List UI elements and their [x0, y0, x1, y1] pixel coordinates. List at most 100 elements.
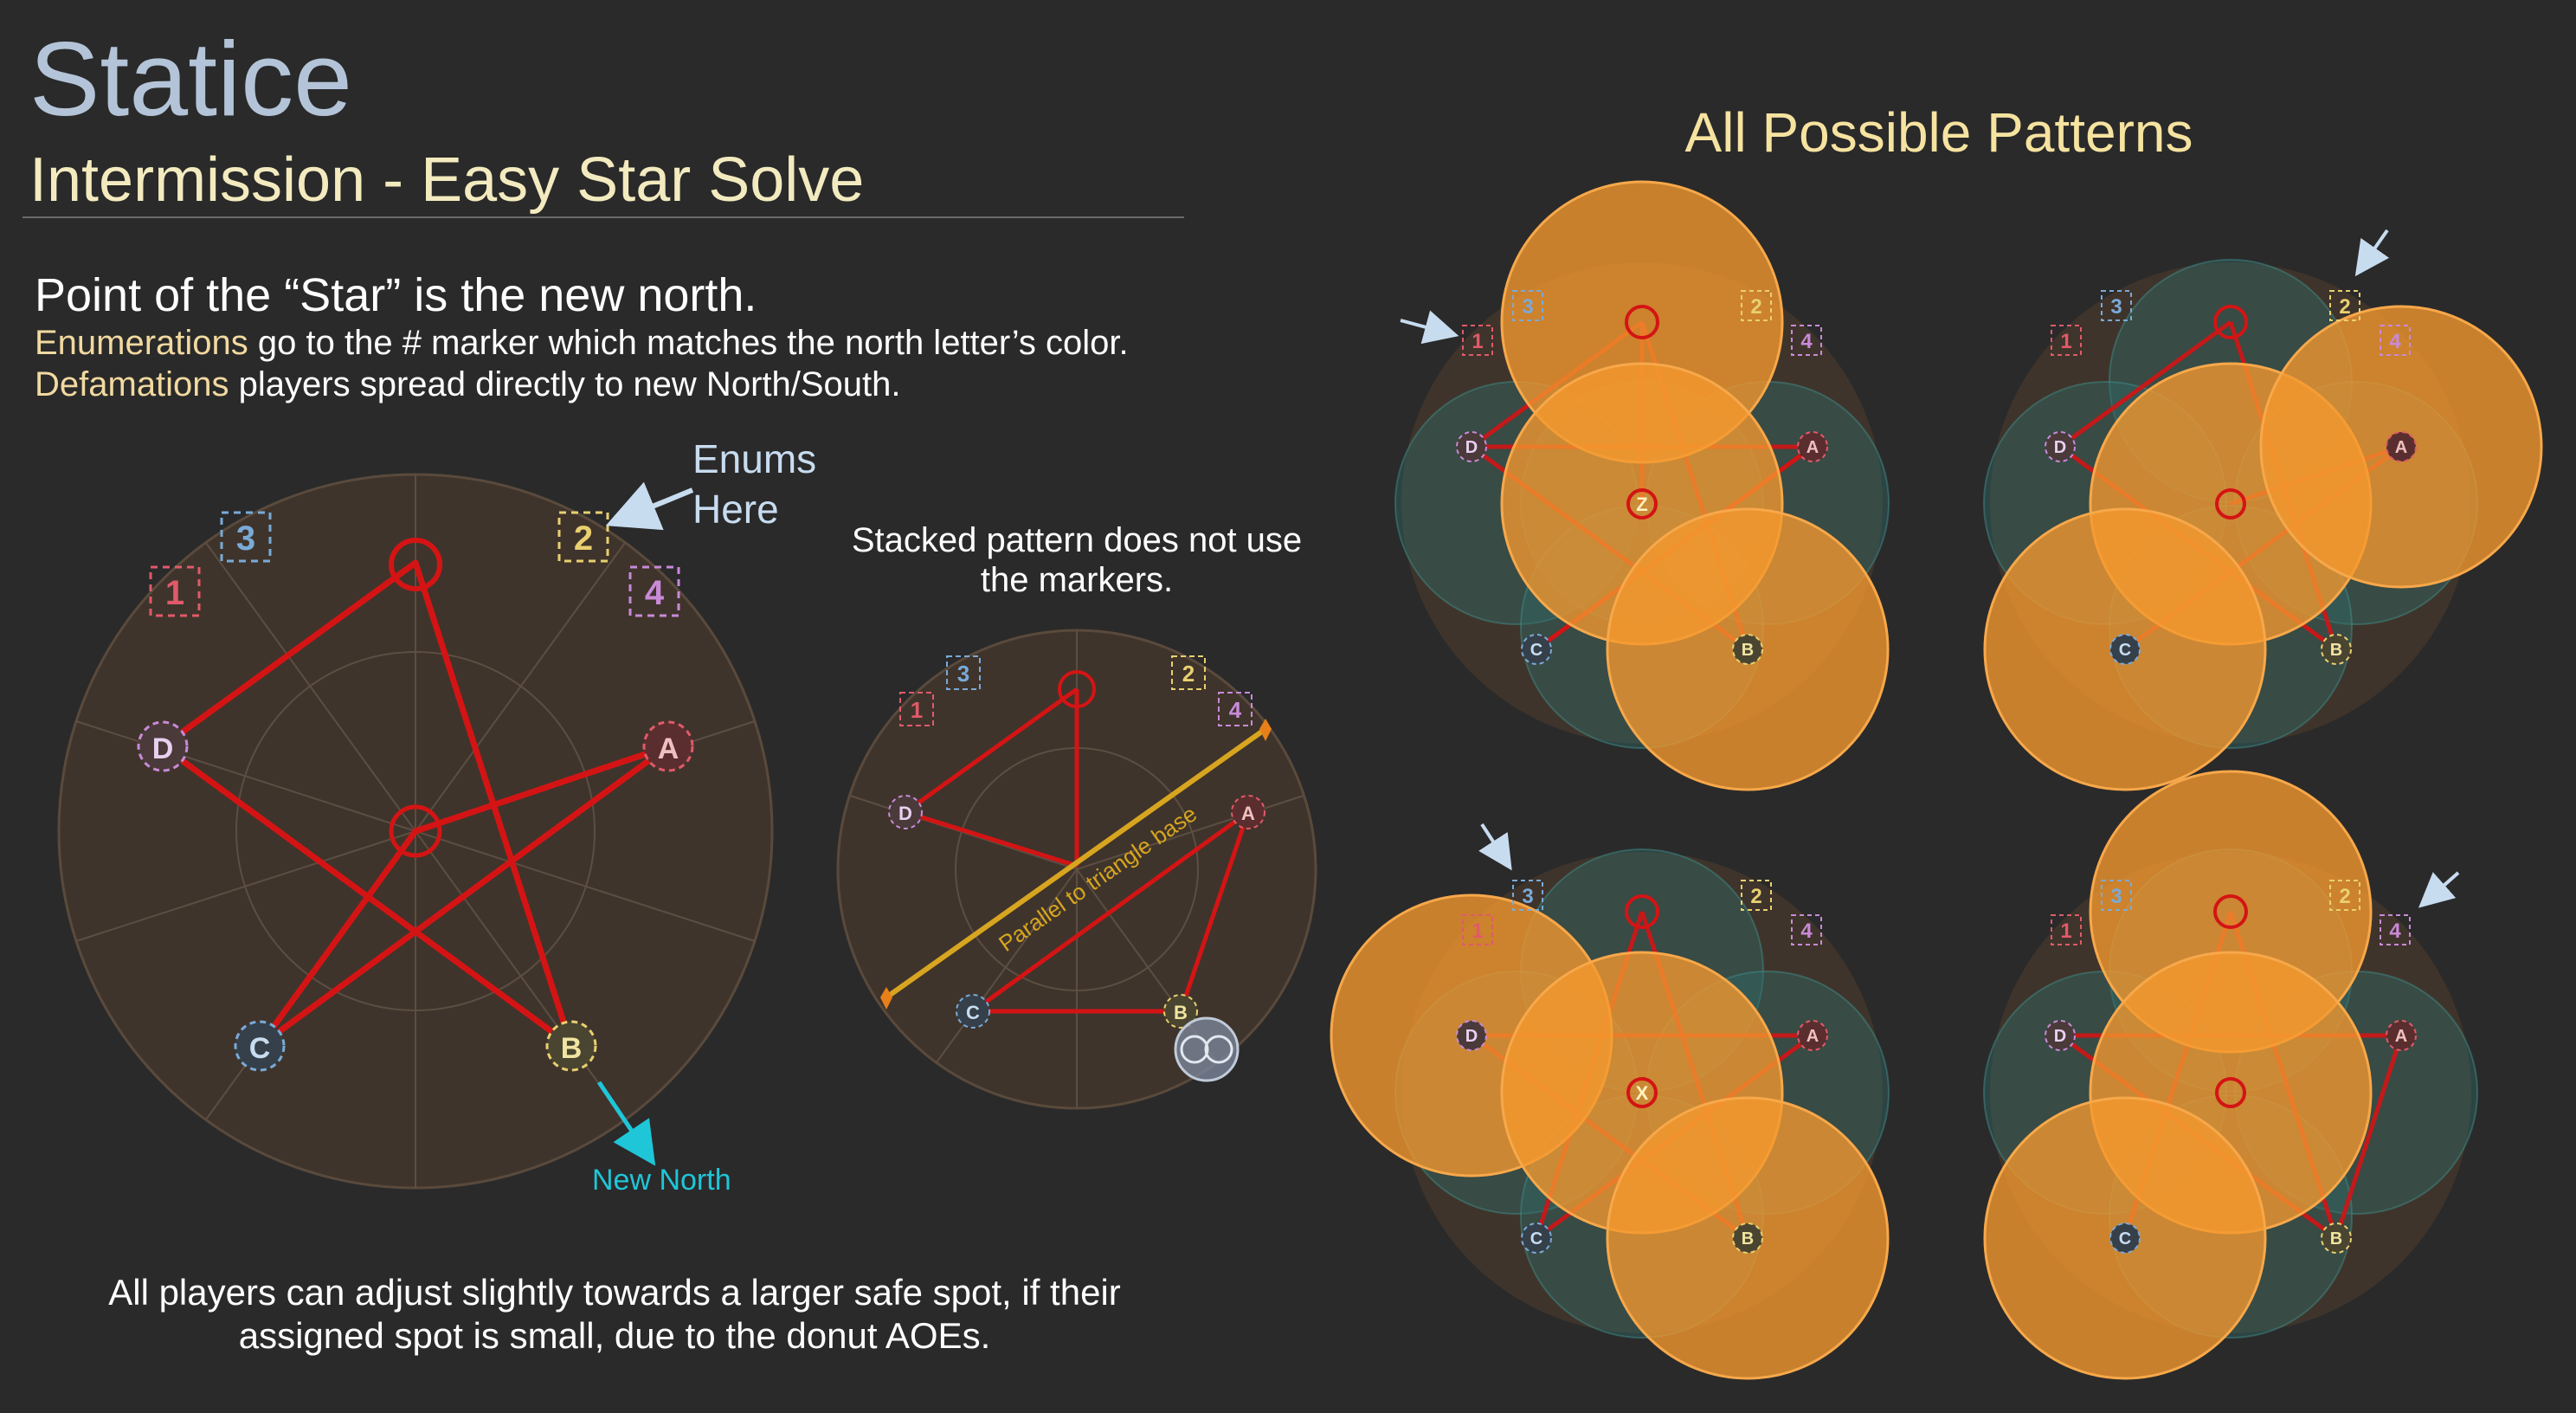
marker-c: C: [234, 1020, 286, 1072]
defamation-text: players spread directly to new North/Sou…: [229, 365, 901, 403]
main-arena: 1 3 2 4 D A C B: [57, 436, 816, 1197]
pattern-3: X 1 3 2 4 D A C B: [1330, 823, 1890, 1380]
patterns-title: All Possible Patterns: [1684, 101, 2193, 164]
stack-players-icon: [1174, 1016, 1240, 1082]
svg-text:D: D: [1465, 1027, 1478, 1046]
svg-text:4: 4: [1229, 697, 1242, 723]
svg-text:2: 2: [1182, 661, 1195, 687]
pattern-1: Z 1 3 2 4 D A C B: [1394, 180, 1890, 791]
stacked-caption-line-1: Stacked pattern does not use: [852, 521, 1302, 559]
stacked-marker-b: B: [1163, 994, 1198, 1029]
headline: Point of the “Star” is the new north.: [35, 269, 757, 321]
title-divider: [23, 216, 1184, 218]
star-pattern: [159, 559, 672, 1049]
svg-text:3: 3: [1522, 885, 1533, 908]
new-north-arrow: [596, 1081, 656, 1166]
svg-text:3: 3: [2110, 295, 2122, 319]
svg-text:D: D: [2054, 1027, 2066, 1046]
stacked-caption-line-2: the markers.: [981, 561, 1173, 599]
north-waymark-ring: [389, 538, 442, 591]
svg-text:B: B: [1742, 1229, 1754, 1248]
enums-arrow: [605, 481, 694, 531]
svg-text:3: 3: [957, 661, 969, 687]
svg-text:B: B: [2330, 641, 2342, 660]
footer-note: All players can adjust slightly towards …: [52, 1271, 1177, 1358]
svg-text:4: 4: [2389, 919, 2401, 943]
svg-text:A: A: [1806, 1027, 1819, 1046]
stacked-marker-d: D: [888, 795, 923, 829]
stacked-pattern: [904, 687, 1251, 1014]
svg-text:1: 1: [2060, 330, 2071, 353]
enumeration-text: go to the # marker which matches the nor…: [248, 324, 1129, 362]
svg-text:C: C: [1530, 641, 1542, 660]
parallel-line: [885, 726, 1267, 1000]
svg-text:2: 2: [1750, 295, 1761, 319]
svg-text:1: 1: [1472, 330, 1483, 353]
stacked-arena: Stacked pattern does not use the markers…: [836, 521, 1317, 1110]
page-title: Statice: [29, 20, 352, 138]
svg-text:3: 3: [2110, 885, 2122, 908]
svg-text:2: 2: [2339, 885, 2350, 908]
marker-2: 2: [557, 511, 609, 563]
stacked-marker-3: 3: [946, 655, 981, 690]
enums-label-line-1: Enums: [692, 436, 816, 481]
pattern-2: 1 3 2 4 D A C B: [1983, 229, 2543, 791]
pattern-4: 1 3 2 4 D A C B: [1983, 770, 2478, 1380]
marker-3-label: 3: [236, 519, 255, 558]
marker-b-label: B: [561, 1032, 583, 1065]
svg-text:A: A: [2395, 1027, 2407, 1046]
footer-line-2: assigned spot is small, due to the donut…: [238, 1315, 991, 1357]
marker-1: 1: [149, 565, 201, 617]
svg-text:B: B: [1742, 641, 1754, 660]
marker-4: 4: [628, 565, 680, 617]
center-ring: [389, 804, 442, 858]
new-north-label: New North: [592, 1164, 731, 1197]
svg-text:A: A: [1241, 803, 1255, 824]
marker-a-label: A: [658, 732, 679, 765]
svg-text:B: B: [2330, 1229, 2342, 1248]
svg-text:C: C: [966, 1002, 980, 1023]
svg-text:A: A: [2395, 438, 2407, 457]
marker-c-label: C: [249, 1032, 271, 1065]
defamation-term: Defamations: [35, 365, 229, 403]
svg-text:1: 1: [911, 697, 923, 723]
svg-text:C: C: [2119, 1229, 2131, 1248]
svg-text:4: 4: [1800, 330, 1813, 353]
pattern-3-center-letter: X: [1636, 1082, 1649, 1104]
marker-1-label: 1: [165, 574, 184, 612]
svg-text:1: 1: [2060, 919, 2071, 943]
svg-text:C: C: [1530, 1229, 1542, 1248]
svg-text:A: A: [1806, 438, 1819, 457]
svg-text:D: D: [2054, 438, 2066, 457]
defamation-instruction: Defamations players spread directly to n…: [35, 364, 901, 405]
enumeration-term: Enumerations: [35, 324, 248, 362]
footer-line-1: All players can adjust slightly towards …: [108, 1272, 1121, 1313]
enums-label-line-2: Here: [692, 487, 779, 532]
svg-text:D: D: [898, 803, 912, 824]
svg-text:D: D: [1465, 438, 1478, 457]
marker-d-label: D: [152, 732, 174, 765]
svg-text:B: B: [1174, 1002, 1188, 1023]
stacked-marker-1: 1: [899, 692, 934, 726]
marker-2-label: 2: [574, 519, 593, 558]
svg-text:3: 3: [1522, 295, 1533, 319]
page-subtitle: Intermission - Easy Star Solve: [29, 145, 865, 215]
stacked-marker-c: C: [956, 994, 990, 1029]
marker-4-label: 4: [645, 574, 665, 612]
marker-a: A: [642, 720, 694, 772]
marker-d: D: [137, 720, 189, 772]
stacked-marker-a: A: [1231, 795, 1265, 829]
marker-3: 3: [220, 511, 272, 563]
svg-text:C: C: [2119, 641, 2131, 660]
svg-text:4: 4: [2389, 330, 2401, 353]
svg-text:2: 2: [1750, 885, 1761, 908]
enumeration-instruction: Enumerations go to the # marker which ma…: [35, 322, 1129, 364]
marker-b: B: [545, 1020, 597, 1072]
svg-text:1: 1: [1472, 919, 1483, 943]
stacked-marker-4: 4: [1218, 692, 1253, 726]
stacked-marker-2: 2: [1171, 655, 1206, 690]
pattern-1-center-letter: Z: [1636, 494, 1647, 515]
svg-text:4: 4: [1800, 919, 1813, 943]
svg-text:2: 2: [2339, 295, 2350, 319]
